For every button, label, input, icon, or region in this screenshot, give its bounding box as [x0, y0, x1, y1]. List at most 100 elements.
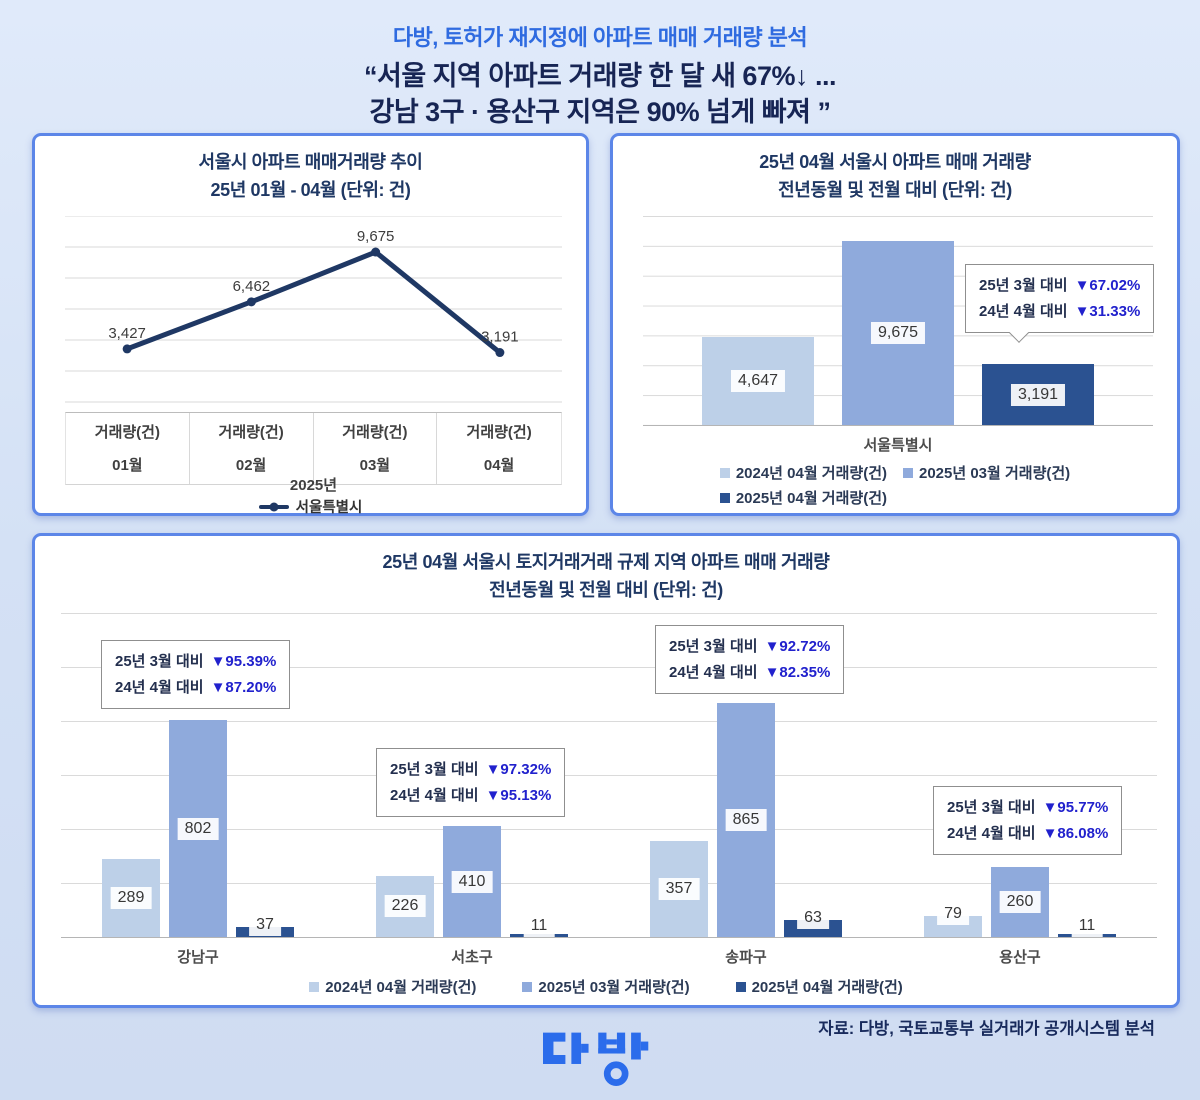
callout-line: 24년 4월 대비 ▼86.08% [947, 821, 1108, 847]
callout-label: 25년 3월 대비 [947, 799, 1036, 816]
bar-value-label: 11 [523, 915, 555, 937]
data-point-marker [246, 297, 256, 307]
legend-label: 2024년 04월 거래량(건) [735, 465, 887, 482]
line-chart-plot: 3,427 6,462 9,675 3,191 [65, 215, 562, 408]
callout-label: 25년 3월 대비 [115, 653, 204, 670]
panel-district-bar-chart: 25년 04월 서울시 토지거래거래 규제 지역 아파트 매매 거래량 전년동월… [32, 533, 1180, 1008]
callout-label: 24년 4월 대비 [390, 786, 479, 804]
legend-item: 2024년 04월 거래량(건) [719, 462, 887, 483]
bar: 260 [991, 866, 1049, 937]
legend-swatch [522, 981, 533, 992]
legend-label: 서울특별시 [295, 500, 363, 516]
bar-value-label: 9,675 [870, 322, 926, 345]
callout-line: 25년 3월 대비 ▼95.39% [115, 649, 276, 675]
data-point-label: 3,191 [481, 329, 519, 346]
callout-label: 24년 4월 대비 [115, 678, 204, 696]
callout-seoul: 25년 3월 대비 ▼67.02% 24년 4월 대비 ▼31.33% [965, 264, 1155, 343]
bar-group-서울특별시: 4,647 9,675 3,191 [702, 241, 1094, 425]
bar-value-label: 79 [937, 902, 969, 925]
callout-percent: ▼95.39% [210, 653, 277, 670]
table-month: 02월 [235, 457, 267, 474]
bar-chart-legend: 2024년 04월 거래량(건) 2025년 03월 거래량(건) 2025년 … [719, 462, 1070, 508]
callout-label: 24년 4월 대비 [979, 302, 1068, 320]
bar: 410 [443, 826, 501, 937]
callout-label: 24년 4월 대비 [947, 824, 1036, 842]
legend-label: 2025년 04월 거래량(건) [751, 979, 903, 996]
source-note: 자료: 다방, 국토교통부 실거래가 공개시스템 분석 [818, 1020, 1155, 1038]
bar-group-송파구: 357 865 63 [609, 703, 883, 937]
header: 다방, 토허가 재지정에 아파트 매매 거래량 분석 “서울 지역 아파트 거래… [0, 20, 1200, 130]
callout-percent: ▼67.02% [1074, 277, 1141, 294]
callout-line: 25년 3월 대비 ▼67.02% [979, 273, 1140, 299]
bar-chart-legend: 2024년 04월 거래량(건) 2025년 03월 거래량(건) 2025년 … [35, 976, 1177, 997]
callout-percent: ▼86.08% [1042, 824, 1109, 842]
legend-swatch [719, 492, 730, 503]
bar: 11 [1058, 915, 1116, 937]
panel-seoul-bar-chart: 25년 04월 서울시 아파트 매매 거래량 전년동월 및 전월 대비 (단위:… [610, 133, 1180, 516]
x-axis-labels: 강남구 서초구 송파구 용산구 [61, 946, 1157, 967]
bar: 4,647 [702, 336, 814, 425]
bar-value-label: 63 [797, 907, 829, 929]
callout-percent: ▼87.20% [210, 678, 277, 696]
callout-percent: ▼95.13% [485, 786, 552, 804]
legend-item: 2024년 04월 거래량(건) [309, 976, 476, 997]
callout-line: 25년 3월 대비 ▼92.72% [669, 634, 830, 660]
data-point-marker [122, 344, 132, 354]
bar-chart-plot: 4,647 9,675 3,191 25년 3월 대비 ▼67.02% 24년 4월… [643, 216, 1155, 426]
callout-yongsan: 25년 3월 대비 ▼95.77% 24년 4월 대비 ▼86.08% [933, 786, 1123, 855]
bar: 11 [510, 915, 568, 937]
callout-percent: ▼95.77% [1042, 799, 1109, 816]
bar-group-강남구: 289 802 37 [61, 720, 335, 937]
data-table: 거래량(건) 01월 거래량(건) 02월 거래량(건) 03월 거래량(건) … [65, 412, 562, 485]
callout-songpa: 25년 3월 대비 ▼92.72% 24년 4월 대비 ▼82.35% [655, 625, 845, 694]
x-axis-label: 서울특별시 [863, 437, 933, 454]
table-header: 거래량(건) [466, 424, 532, 441]
chart-title: 25년 04월 서울시 아파트 매매 거래량 전년동월 및 전월 대비 (단위:… [613, 149, 1177, 205]
callout-percent: ▼92.72% [764, 638, 831, 655]
bar: 79 [924, 902, 982, 937]
panel-trend-line-chart: 서울시 아파트 매매거래량 추이 25년 01월 - 04월 (단위: 건) 3… [32, 133, 589, 516]
x-label-seocho: 서초구 [451, 949, 493, 966]
bar: 63 [784, 907, 842, 937]
bar-value-label: 37 [249, 914, 281, 937]
legend-row: 2025년 04월 거래량(건) [719, 487, 887, 508]
callout-percent: ▼31.33% [1074, 302, 1141, 320]
callout-line: 24년 4월 대비 ▼31.33% [979, 299, 1140, 325]
bar: 226 [376, 875, 434, 937]
quote-line-1: “서울 지역 아파트 거래량 한 달 새 67%↓ ... [364, 61, 836, 91]
legend-label: 2025년 04월 거래량(건) [735, 490, 887, 507]
data-point-label: 3,427 [108, 325, 146, 342]
legend-swatch [903, 467, 913, 478]
bar: 3,191 [982, 364, 1094, 425]
legend-swatch [719, 467, 730, 478]
line-chart-svg: 3,427 6,462 9,675 3,191 [65, 215, 562, 403]
bar: 865 [717, 703, 775, 937]
bar-value-label: 4,647 [730, 369, 786, 392]
chart-title-line2: 25년 01월 - 04월 (단위: 건) [210, 179, 411, 200]
chart-title-line2: 전년동월 및 전월 대비 (단위: 건) [778, 179, 1012, 200]
legend-item: 2025년 04월 거래량(건) [719, 487, 887, 508]
legend-item: 2025년 03월 거래량(건) [522, 976, 690, 997]
line-series [124, 249, 503, 356]
legend-label: 2025년 03월 거래량(건) [538, 979, 690, 996]
data-point-marker [495, 348, 505, 358]
x-label-yongsan: 용산구 [999, 949, 1041, 966]
x-axis-year-label: 2025년 [289, 477, 338, 494]
callout-percent: ▼97.32% [485, 761, 552, 778]
bar: 357 [650, 840, 708, 937]
callout-line: 25년 3월 대비 ▼95.77% [947, 795, 1108, 821]
legend-swatch [735, 981, 746, 992]
chart-title-line1: 25년 04월 서울시 토지거래거래 규제 지역 아파트 매매 거래량 [382, 552, 830, 572]
bars-row: 4,647 9,675 3,191 [643, 216, 1153, 425]
bar-group-서초구: 226 410 11 [335, 826, 609, 937]
bars-row: 289 802 37 226 410 11 357 865 63 79 260 11 [61, 613, 1157, 937]
callout-line: 24년 4월 대비 ▼82.35% [669, 660, 830, 686]
legend-row: 2024년 04월 거래량(건) 2025년 03월 거래량(건) [719, 462, 1070, 483]
bar-value-label: 289 [110, 886, 152, 909]
chart-title-line1: 서울시 아파트 매매거래량 추이 [198, 152, 423, 172]
bar: 802 [169, 720, 227, 937]
table-header: 거래량(건) [342, 424, 408, 441]
table-month: 04월 [483, 457, 515, 474]
table-cell-mar: 거래량(건) 03월 [314, 413, 438, 484]
